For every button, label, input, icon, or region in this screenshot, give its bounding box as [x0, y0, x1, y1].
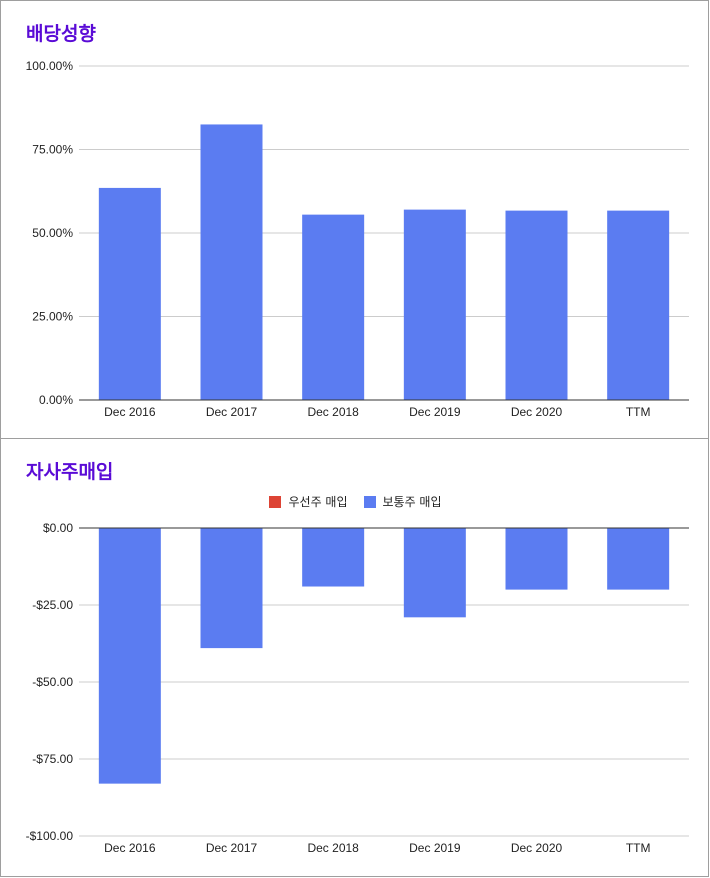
y-tick-label: -$75.00 — [32, 752, 73, 766]
payout-ratio-chart: 0.00% 25.00% 50.00% 75.00% 100.00% Dec 2016 De… — [26, 59, 689, 419]
payout-ratio-title: 배당성향 — [26, 23, 96, 45]
bar — [98, 187, 161, 400]
y-tick-label: -$25.00 — [32, 598, 73, 612]
x-tick-label: Dec 2018 — [307, 405, 359, 419]
y-tick-label: -$100.00 — [26, 829, 74, 843]
y-tick-label: $0.00 — [43, 521, 73, 535]
legend-swatch-preferred — [269, 495, 282, 508]
y-tick-label: 25.00% — [32, 310, 73, 324]
bar — [302, 528, 365, 587]
x-tick-label: Dec 2019 — [409, 405, 461, 419]
bar — [200, 124, 263, 400]
x-tick-label: Dec 2019 — [409, 841, 461, 855]
x-tick-label: Dec 2018 — [307, 841, 359, 855]
y-tick-label: 75.00% — [32, 143, 73, 157]
bar — [607, 210, 670, 400]
y-tick-label: 100.00% — [26, 59, 74, 73]
bar — [607, 528, 670, 590]
x-tick-label: Dec 2020 — [511, 841, 563, 855]
legend-label-preferred: 우선주 매입 — [288, 495, 348, 509]
bar — [403, 209, 466, 400]
bar — [505, 528, 568, 590]
y-tick-label: -$50.00 — [32, 675, 73, 689]
x-tick-label: Dec 2017 — [206, 841, 258, 855]
payout-ratio-panel: 배당성향 0.00% 25.00% 50.00% 75.00% 100.00% Dec 2… — [0, 0, 709, 439]
y-tick-label: 0.00% — [39, 393, 73, 407]
buyback-chart: $0.00 -$25.00 -$50.00 -$75.00 -$100.00 Dec 20… — [26, 521, 689, 855]
x-tick-label: Dec 2017 — [206, 405, 258, 419]
bar — [200, 528, 263, 649]
y-tick-label: 50.00% — [32, 226, 73, 240]
bar — [302, 214, 365, 400]
legend-swatch-common — [363, 495, 376, 508]
legend-label-common: 보통주 매입 — [382, 495, 442, 509]
x-tick-label: Dec 2016 — [104, 841, 156, 855]
bar — [98, 528, 161, 784]
buyback-panel: 자사주매입 우선주 매입 보통주 매입 $0.00 -$25.00 -$50.00 -… — [0, 438, 709, 877]
buyback-title: 자사주매입 — [26, 461, 114, 483]
legend-item-preferred[interactable]: 우선주 매입 — [269, 493, 348, 510]
bar — [403, 528, 466, 618]
buyback-legend: 우선주 매입 보통주 매입 — [1, 493, 710, 510]
x-tick-label: TTM — [626, 841, 651, 855]
x-tick-label: TTM — [626, 405, 651, 419]
legend-item-common[interactable]: 보통주 매입 — [363, 493, 442, 510]
bar — [505, 210, 568, 400]
x-tick-label: Dec 2020 — [511, 405, 563, 419]
x-tick-label: Dec 2016 — [104, 405, 156, 419]
